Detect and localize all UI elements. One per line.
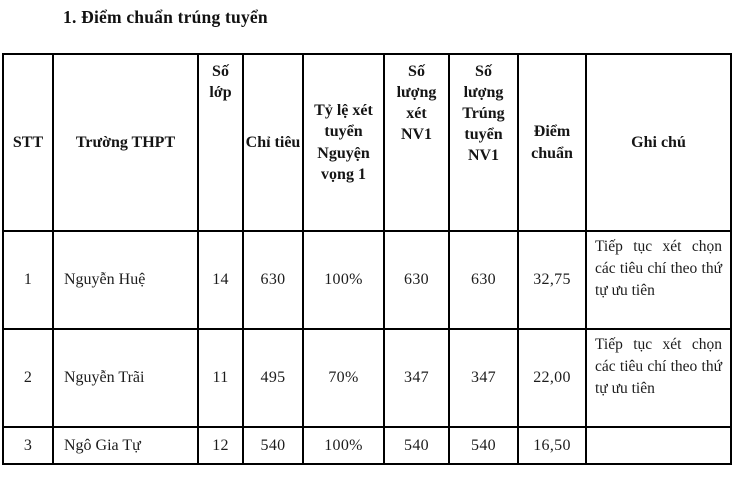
cell-diem-chuan: 16,50 [517,426,587,465]
cell-diem-chuan: 32,75 [517,230,587,330]
table-row: 1 Nguyễn Huệ 14 630 100% 630 630 32,75 T… [2,230,732,330]
cell-stt: 2 [2,328,54,428]
col-header-so-luong-xet-nv1: Số lượng xét NV1 [383,53,450,232]
cell-chi-tieu: 630 [242,230,304,330]
cell-stt: 1 [2,230,54,330]
col-header-chi-tieu: Chỉ tiêu [242,53,304,232]
col-header-ghi-chu: Ghi chú [585,53,732,232]
cell-school-name: Ngô Gia Tự [52,426,199,465]
cell-chi-tieu: 495 [242,328,304,428]
admission-scores-table: STT Trường THPT Số lớp Chỉ tiêu Tỷ lệ xé… [2,53,732,465]
table-header-row: STT Trường THPT Số lớp Chỉ tiêu Tỷ lệ xé… [2,53,732,232]
cell-so-luong-trung-tuyen-nv1: 347 [448,328,519,428]
cell-diem-chuan: 22,00 [517,328,587,428]
cell-ghi-chu: Tiếp tục xét chọn các tiêu chí theo thứ … [585,328,732,428]
cell-so-luong-xet-nv1: 630 [383,230,450,330]
cell-so-lop: 14 [197,230,244,330]
cell-school-name: Nguyễn Trãi [52,328,199,428]
col-header-ty-le-xet-tuyen-nv1: Tỷ lệ xét tuyển Nguyện vọng 1 [302,53,385,232]
cell-chi-tieu: 540 [242,426,304,465]
cell-stt: 3 [2,426,54,465]
cell-ghi-chu: Tiếp tục xét chọn các tiêu chí theo thứ … [585,230,732,330]
table-row: 3 Ngô Gia Tự 12 540 100% 540 540 16,50 [2,426,732,465]
col-header-stt: STT [2,53,54,232]
cell-ty-le: 100% [302,426,385,465]
cell-so-luong-xet-nv1: 347 [383,328,450,428]
cell-school-name: Nguyễn Huệ [52,230,199,330]
col-header-truong-thpt: Trường THPT [52,53,199,232]
cell-so-lop: 11 [197,328,244,428]
table-row: 2 Nguyễn Trãi 11 495 70% 347 347 22,00 T… [2,328,732,428]
cell-ty-le: 70% [302,328,385,428]
col-header-diem-chuan: Điểm chuẩn [517,53,587,232]
cell-ty-le: 100% [302,230,385,330]
cell-so-luong-trung-tuyen-nv1: 540 [448,426,519,465]
col-header-so-lop: Số lớp [197,53,244,232]
col-header-so-luong-trung-tuyen-nv1: Số lượng Trúng tuyển NV1 [448,53,519,232]
cell-ghi-chu [585,426,732,465]
cell-so-lop: 12 [197,426,244,465]
cell-so-luong-trung-tuyen-nv1: 630 [448,230,519,330]
cell-so-luong-xet-nv1: 540 [383,426,450,465]
page-title: 1. Điểm chuẩn trúng tuyển [63,7,268,27]
